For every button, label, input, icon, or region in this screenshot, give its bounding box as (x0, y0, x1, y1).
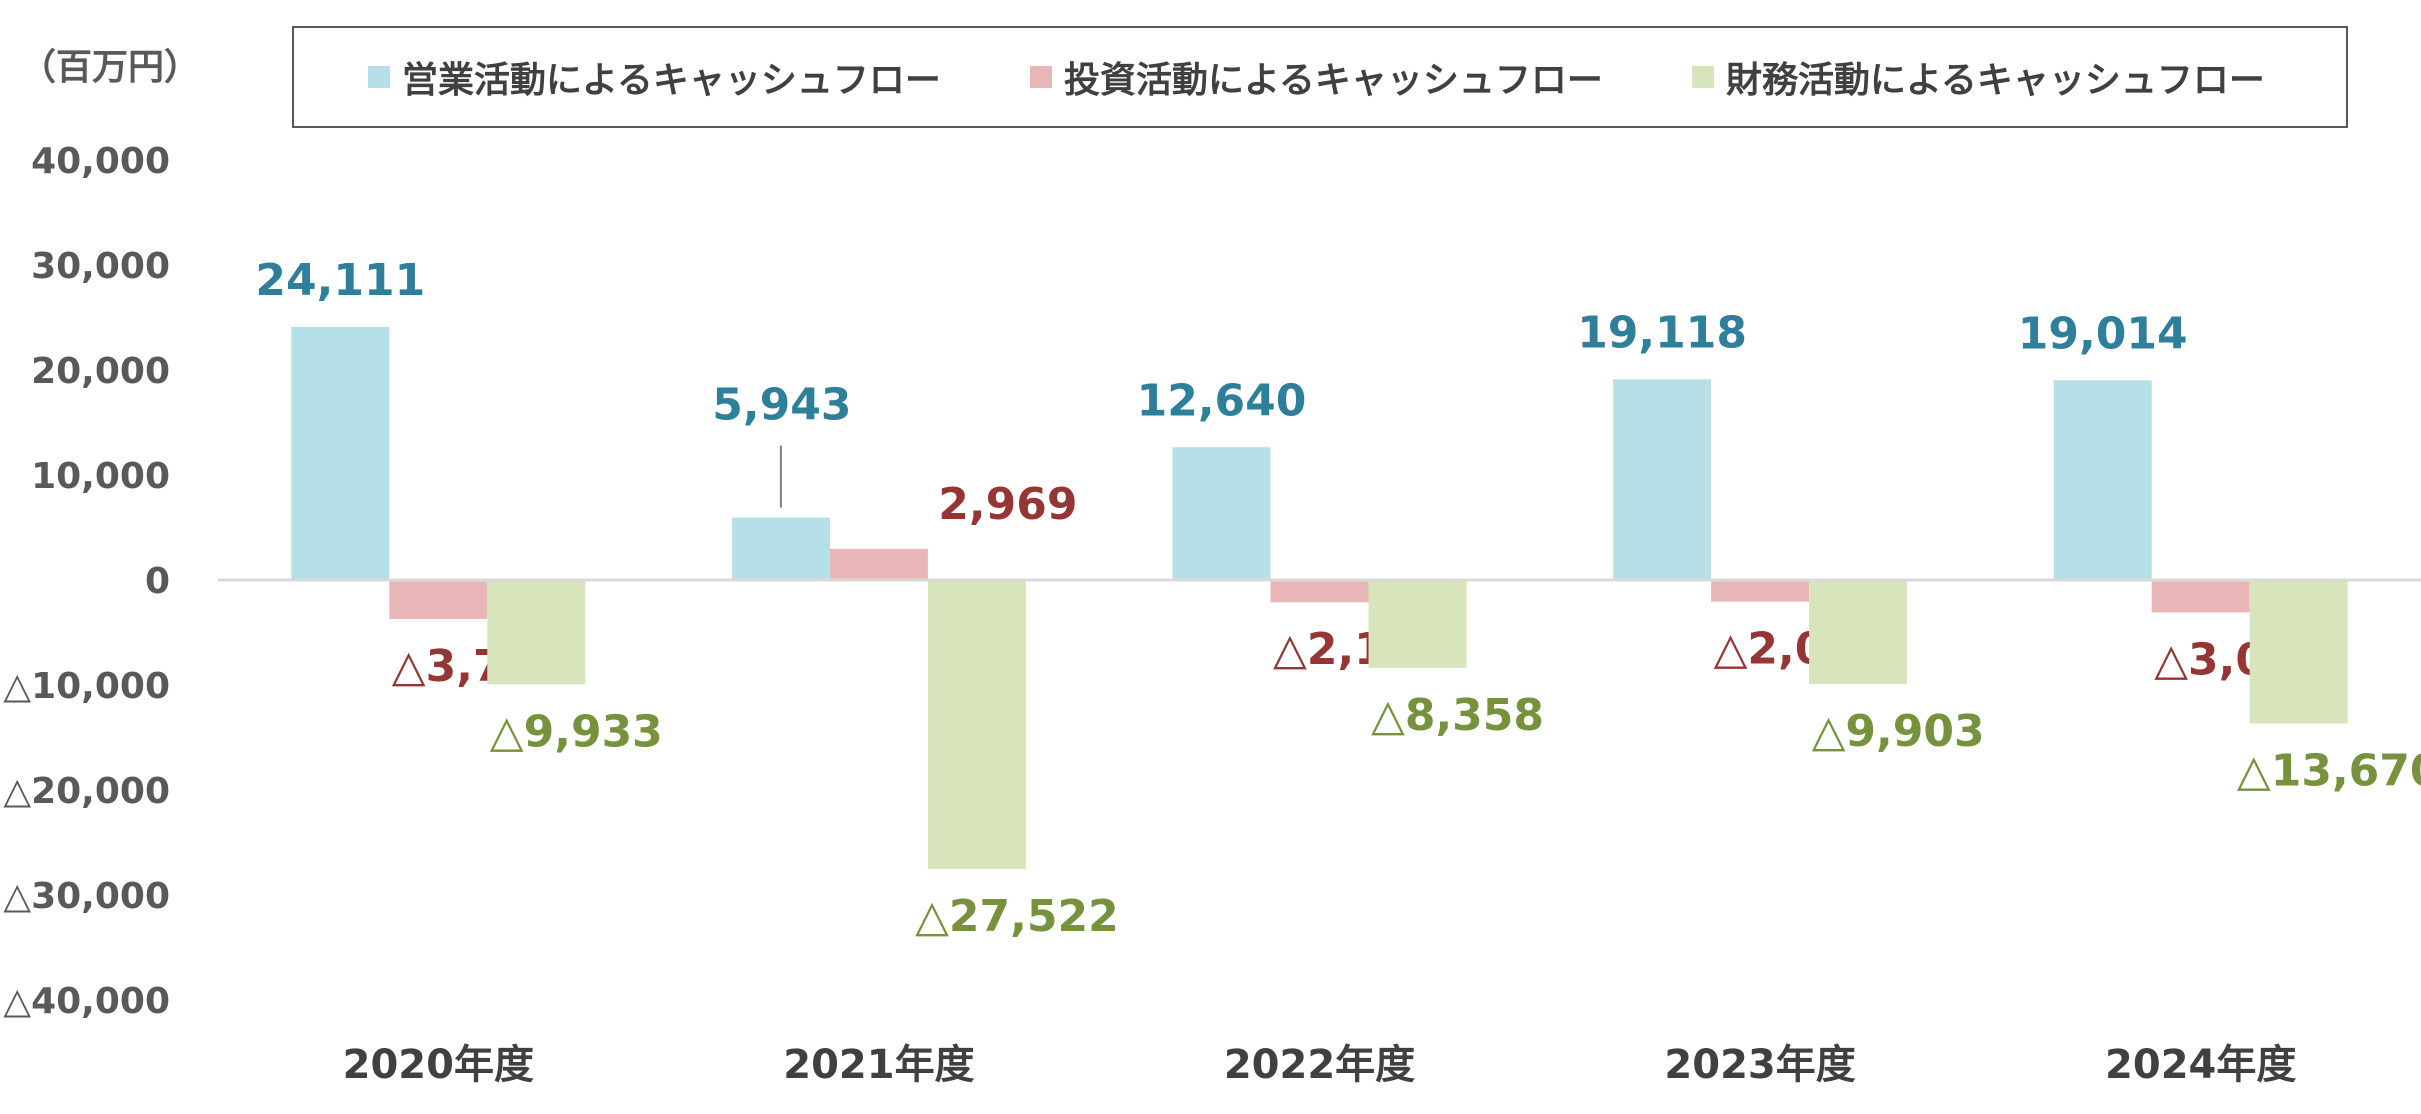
bar-operating (1172, 447, 1271, 580)
y-tick-label: △10,000 (3, 666, 170, 707)
legend-label-financing: 財務活動によるキャッシュフロー (1726, 60, 2265, 101)
data-label: 5,943 (712, 380, 851, 431)
bar-financing (1809, 580, 1908, 684)
y-tick-label: 0 (145, 561, 170, 602)
data-label: △9,933 (490, 706, 663, 757)
data-label: 12,640 (1137, 375, 1307, 426)
bar-financing (487, 580, 586, 685)
x-tick-label: 2021年度 (783, 1042, 974, 1088)
legend-swatch-operating (368, 66, 390, 88)
y-tick-label: 30,000 (31, 246, 170, 287)
bar-operating (731, 517, 830, 580)
bar-investing (2151, 580, 2250, 613)
data-label: 24,111 (255, 255, 425, 306)
data-label: △9,903 (1812, 706, 1985, 757)
unit-label: （百万円） (20, 47, 201, 88)
bar-investing (1711, 580, 1810, 602)
data-label: 19,014 (2018, 308, 2188, 359)
data-label: 2,969 (938, 479, 1077, 530)
y-tick-label: 20,000 (31, 351, 170, 392)
bar-operating (1613, 379, 1712, 580)
bar-financing (2249, 580, 2348, 724)
legend-label-operating: 営業活動によるキャッシュフロー (402, 60, 941, 101)
data-label: △8,358 (1371, 690, 1544, 741)
x-tick-label: 2023年度 (1664, 1042, 1855, 1088)
y-tick-label: △30,000 (3, 876, 170, 917)
y-tick-label: △40,000 (3, 981, 170, 1022)
y-tick-label: △20,000 (3, 771, 170, 812)
y-tick-label: 10,000 (31, 456, 170, 497)
legend-item-operating: 営業活動によるキャッシュフロー (368, 28, 941, 126)
x-tick-label: 2024年度 (2105, 1042, 2296, 1088)
data-label: 19,118 (1577, 307, 1747, 358)
bar-investing (389, 580, 488, 620)
legend-item-financing: 財務活動によるキャッシュフロー (1692, 28, 2265, 126)
y-tick-label: 40,000 (31, 141, 170, 182)
legend: 営業活動によるキャッシュフロー 投資活動によるキャッシュフロー 財務活動によるキ… (292, 26, 2348, 128)
x-tick-label: 2020年度 (343, 1042, 534, 1088)
bar-operating (291, 326, 390, 580)
legend-label-investing: 投資活動によるキャッシュフロー (1064, 60, 1603, 101)
bar-investing (1270, 580, 1369, 603)
legend-swatch-financing (1692, 66, 1714, 88)
legend-swatch-investing (1030, 66, 1052, 88)
bar-investing (829, 548, 928, 580)
bar-operating (2053, 380, 2152, 580)
bar-financing (1368, 580, 1467, 668)
x-tick-label: 2022年度 (1224, 1042, 1415, 1088)
bar-financing (927, 580, 1026, 869)
data-label: △13,670 (2237, 746, 2421, 797)
legend-item-investing: 投資活動によるキャッシュフロー (1030, 28, 1603, 126)
data-label: △27,522 (915, 891, 1119, 942)
